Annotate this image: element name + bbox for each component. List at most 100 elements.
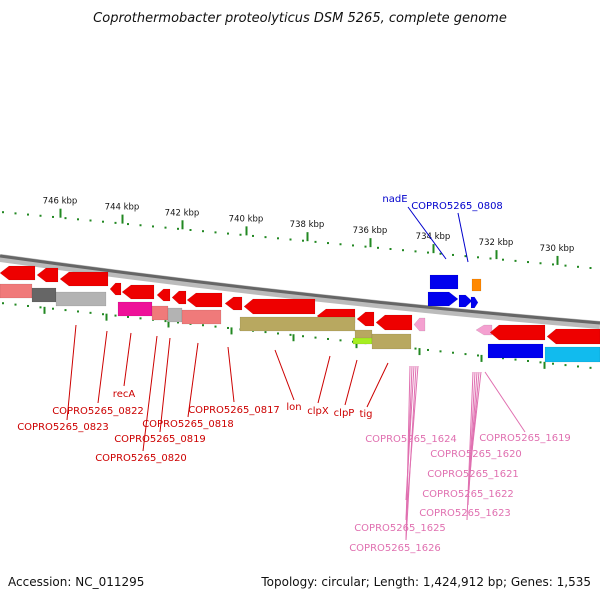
gene-arrow — [171, 290, 187, 305]
ruler-dot — [452, 351, 454, 354]
ruler-top: 746 kbp 744 kbp 742 kbp 740 kbp 738 kbp 736 k… — [2, 197, 592, 270]
ruler-dot — [302, 335, 304, 338]
ruler-dot — [202, 324, 204, 327]
connector-line — [470, 371, 482, 461]
ruler-tick — [480, 354, 483, 362]
ruler-dot — [327, 242, 329, 245]
connector-line — [344, 359, 358, 406]
gene-arrow — [356, 311, 375, 327]
gene-arrow — [489, 324, 546, 341]
ruler-dot — [27, 213, 29, 216]
ruler-dot — [452, 253, 454, 256]
ruler-dot — [52, 307, 54, 310]
connector-line — [227, 346, 235, 403]
backbone-shadow — [0, 254, 600, 329]
ruler-tick — [355, 341, 358, 349]
ruler-dot — [164, 226, 167, 229]
connector-line — [159, 337, 171, 433]
ruler-tick — [306, 232, 309, 242]
ruler-dot — [564, 364, 567, 367]
gene-arrow — [0, 283, 33, 299]
ruler-dot — [502, 258, 504, 261]
ruler-dot — [427, 348, 429, 351]
gene-arrow — [239, 316, 356, 332]
ruler-dot — [339, 243, 342, 246]
gene-arrow — [151, 305, 169, 321]
ruler-tick — [59, 208, 62, 218]
label-copro5265-0822: COPRO5265_0822 — [52, 406, 144, 417]
ruler-dot — [314, 240, 317, 243]
label-copro5265-0818: COPRO5265_0818 — [142, 419, 234, 430]
tick-label: 746 kbp — [43, 197, 78, 207]
connector-line — [274, 349, 295, 401]
gene-arrow — [181, 309, 222, 325]
tick-label: 742 kbp — [165, 208, 200, 218]
ruler-tick — [230, 327, 233, 335]
ruler-dot — [414, 250, 417, 253]
ruler-dot — [364, 245, 367, 248]
tick-label: 732 kbp — [479, 238, 514, 248]
ruler-dot — [39, 306, 42, 309]
ruler-dot — [477, 256, 479, 259]
connector-line — [366, 362, 389, 408]
gene-arrow — [458, 294, 473, 308]
ruler-dot — [77, 218, 79, 221]
gene-arrow — [371, 333, 412, 350]
ruler-dot — [514, 259, 517, 262]
accession-text: Accession: NC_011295 — [8, 575, 144, 589]
label-tig: tig — [359, 409, 372, 420]
connector-line — [407, 206, 447, 260]
ruler-dot — [27, 304, 29, 307]
ruler-dot — [14, 303, 17, 306]
ruler-dot — [302, 239, 304, 242]
gene-arrow — [413, 317, 426, 332]
label-copro5265-1622: COPRO5265_1622 — [422, 489, 514, 500]
ruler-tick — [543, 361, 546, 369]
gene-arrow — [475, 324, 493, 336]
ruler-dot — [114, 221, 117, 224]
gene-arrow — [471, 278, 482, 292]
ruler-dot — [177, 227, 179, 230]
tick-label: 736 kbp — [353, 226, 388, 236]
ruler-dot — [14, 212, 17, 215]
gene-arrow — [544, 346, 600, 363]
gene-arrow — [427, 291, 459, 307]
ruler-dot — [127, 223, 129, 226]
ruler-dot — [277, 237, 279, 240]
gene-arrow — [487, 343, 544, 359]
ruler-dot — [89, 311, 92, 314]
ruler-dot — [527, 359, 529, 362]
label-clpX: clpX — [307, 406, 329, 417]
ruler-tick — [245, 226, 248, 236]
connector-line — [66, 324, 77, 421]
ruler-dot — [114, 314, 117, 317]
label-copro5265-1620: COPRO5265_1620 — [430, 449, 522, 460]
ruler-dot — [527, 261, 529, 264]
connector-line — [187, 342, 199, 418]
gene-arrow — [352, 337, 373, 345]
ruler-dot — [289, 333, 292, 336]
ruler-tick — [167, 320, 170, 328]
ruler-tick — [418, 348, 421, 356]
ruler-dot — [589, 267, 592, 270]
tick-label: 734 kbp — [416, 232, 451, 242]
label-copro5265-1623: COPRO5265_1623 — [419, 508, 511, 519]
connector-line — [405, 365, 419, 521]
gene-arrow — [470, 296, 479, 309]
tick-label: 744 kbp — [105, 203, 140, 213]
ruler-dot — [502, 357, 504, 360]
label-copro5265-0819: COPRO5265_0819 — [114, 434, 206, 445]
ruler-dot — [464, 255, 467, 258]
label-nadE: nadE — [382, 194, 407, 205]
ruler-dot — [64, 217, 67, 220]
gene-arrow — [546, 328, 600, 345]
ruler-dot — [377, 246, 379, 249]
ruler-dot — [339, 339, 342, 342]
gene-arrow — [55, 291, 107, 307]
gene-arrow — [224, 296, 243, 311]
ruler-dot — [52, 215, 54, 218]
ruler-dot — [139, 317, 142, 320]
ruler-dot — [539, 262, 542, 265]
connector-line — [484, 371, 526, 433]
ruler-dot — [239, 233, 242, 236]
